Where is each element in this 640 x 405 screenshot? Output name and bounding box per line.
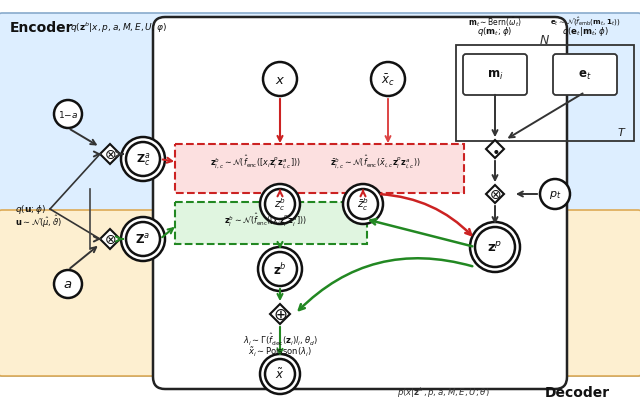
FancyBboxPatch shape (175, 145, 464, 194)
Text: $N$: $N$ (540, 34, 550, 47)
Text: $z_c^b$: $z_c^b$ (274, 196, 286, 213)
Polygon shape (100, 230, 120, 249)
Text: $\lambda_i\sim\Gamma(\hat{f}_{\mathrm{dec}}(\mathbf{z}_i)l_i,\theta_d)$: $\lambda_i\sim\Gamma(\hat{f}_{\mathrm{de… (243, 331, 317, 347)
Circle shape (540, 179, 570, 209)
Text: $\mathbf{u}\sim\mathcal{N}(\hat{\mu},\hat{\vartheta})$: $\mathbf{u}\sim\mathcal{N}(\hat{\mu},\ha… (15, 213, 62, 230)
Text: $x$: $x$ (275, 73, 285, 86)
Text: $1{-}a$: $1{-}a$ (58, 109, 78, 120)
Polygon shape (100, 145, 120, 164)
Text: $q(\mathbf{z}^b|x,p,a,M,E,U;\varphi)$: $q(\mathbf{z}^b|x,p,a,M,E,U;\varphi)$ (70, 21, 167, 35)
Circle shape (54, 101, 82, 129)
FancyBboxPatch shape (0, 211, 640, 376)
Circle shape (260, 354, 300, 394)
Text: $\mathbf{m}_t\sim \mathrm{Bern}(\hat{\omega}_t)$: $\mathbf{m}_t\sim \mathrm{Bern}(\hat{\om… (468, 15, 522, 29)
Circle shape (260, 185, 300, 224)
FancyBboxPatch shape (175, 202, 367, 244)
Text: $\mathbf{e}_t$: $\mathbf{e}_t$ (578, 68, 592, 81)
Text: $\mathbf{e}_t\sim \mathcal{N}(\hat{f}_{\mathrm{emb}}(\mathbf{m}_t,\mathbf{1}_t)): $\mathbf{e}_t\sim \mathcal{N}(\hat{f}_{\… (550, 16, 620, 28)
Circle shape (265, 359, 295, 389)
Text: $\otimes$: $\otimes$ (489, 188, 501, 202)
Text: $\mathbf{z}^p$: $\mathbf{z}^p$ (487, 241, 502, 254)
Circle shape (121, 217, 165, 261)
Text: $q(\mathbf{e}_t|\mathbf{m}_t;\phi)$: $q(\mathbf{e}_t|\mathbf{m}_t;\phi)$ (561, 26, 609, 38)
Text: $T$: $T$ (617, 126, 627, 138)
Polygon shape (270, 304, 290, 324)
Circle shape (263, 63, 297, 97)
Text: $\bar{z}_c^b$: $\bar{z}_c^b$ (357, 196, 369, 213)
Text: $a$: $a$ (63, 278, 72, 291)
Text: Decoder: Decoder (545, 385, 610, 399)
Text: $q(\mathbf{u};\phi)$: $q(\mathbf{u};\phi)$ (15, 203, 46, 216)
Text: $\mathbf{z}^b$: $\mathbf{z}^b$ (273, 261, 287, 277)
Circle shape (258, 247, 302, 291)
Text: $\bullet$: $\bullet$ (491, 143, 499, 157)
Circle shape (265, 190, 295, 220)
Circle shape (126, 222, 160, 256)
FancyBboxPatch shape (0, 14, 640, 376)
FancyBboxPatch shape (153, 18, 567, 389)
Circle shape (343, 185, 383, 224)
Text: $\tilde{x}_i\sim\mathrm{Poisson}(\lambda_i)$: $\tilde{x}_i\sim\mathrm{Poisson}(\lambda… (248, 345, 312, 358)
Text: $\tilde{x}$: $\tilde{x}$ (275, 367, 285, 381)
Circle shape (54, 270, 82, 298)
Text: $p(x|\mathbf{z}^b,p,a,M,E,U;\theta)$: $p(x|\mathbf{z}^b,p,a,M,E,U;\theta)$ (397, 385, 490, 399)
Text: $\oplus$: $\oplus$ (273, 305, 287, 323)
Circle shape (470, 222, 520, 272)
Text: $\bar{\mathbf{z}}_{i,c}^b\sim\mathcal{N}(\hat{f}_{\mathrm{enc}}(\bar{x}_{i,c}\ma: $\bar{\mathbf{z}}_{i,c}^b\sim\mathcal{N}… (330, 153, 420, 170)
Circle shape (121, 138, 165, 181)
Text: Encoder: Encoder (10, 21, 74, 35)
Text: $\mathbf{Z}^a$: $\mathbf{Z}^a$ (136, 232, 150, 246)
FancyBboxPatch shape (463, 55, 527, 96)
Text: $\mathbf{z}_{i,c}^b\sim\mathcal{N}(\hat{f}_{\mathrm{enc}}([x_i\mathbf{z}_i^p\mat: $\mathbf{z}_{i,c}^b\sim\mathcal{N}(\hat{… (210, 153, 300, 170)
Circle shape (126, 143, 160, 177)
Text: $\mathbf{Z}_c^a$: $\mathbf{Z}_c^a$ (136, 151, 150, 168)
Text: $\otimes$: $\otimes$ (104, 148, 116, 162)
Polygon shape (486, 185, 504, 203)
Circle shape (263, 252, 297, 286)
Circle shape (475, 228, 515, 267)
Polygon shape (486, 141, 504, 159)
Text: $\mathbf{z}_i^b\sim\mathcal{N}(\hat{f}_{\mathrm{enc}}([x_i\mathbf{z}_i^p\mathbf{: $\mathbf{z}_i^b\sim\mathcal{N}(\hat{f}_{… (223, 211, 307, 228)
FancyBboxPatch shape (553, 55, 617, 96)
Text: $\otimes$: $\otimes$ (104, 232, 116, 246)
Circle shape (371, 63, 405, 97)
Text: $p_t$: $p_t$ (549, 189, 561, 200)
Text: $\mathbf{m}_i$: $\mathbf{m}_i$ (486, 68, 503, 81)
Text: $q(\mathbf{m}_t;\phi)$: $q(\mathbf{m}_t;\phi)$ (477, 26, 513, 38)
Text: $\bar{x}_c$: $\bar{x}_c$ (381, 72, 395, 87)
Circle shape (348, 190, 378, 220)
